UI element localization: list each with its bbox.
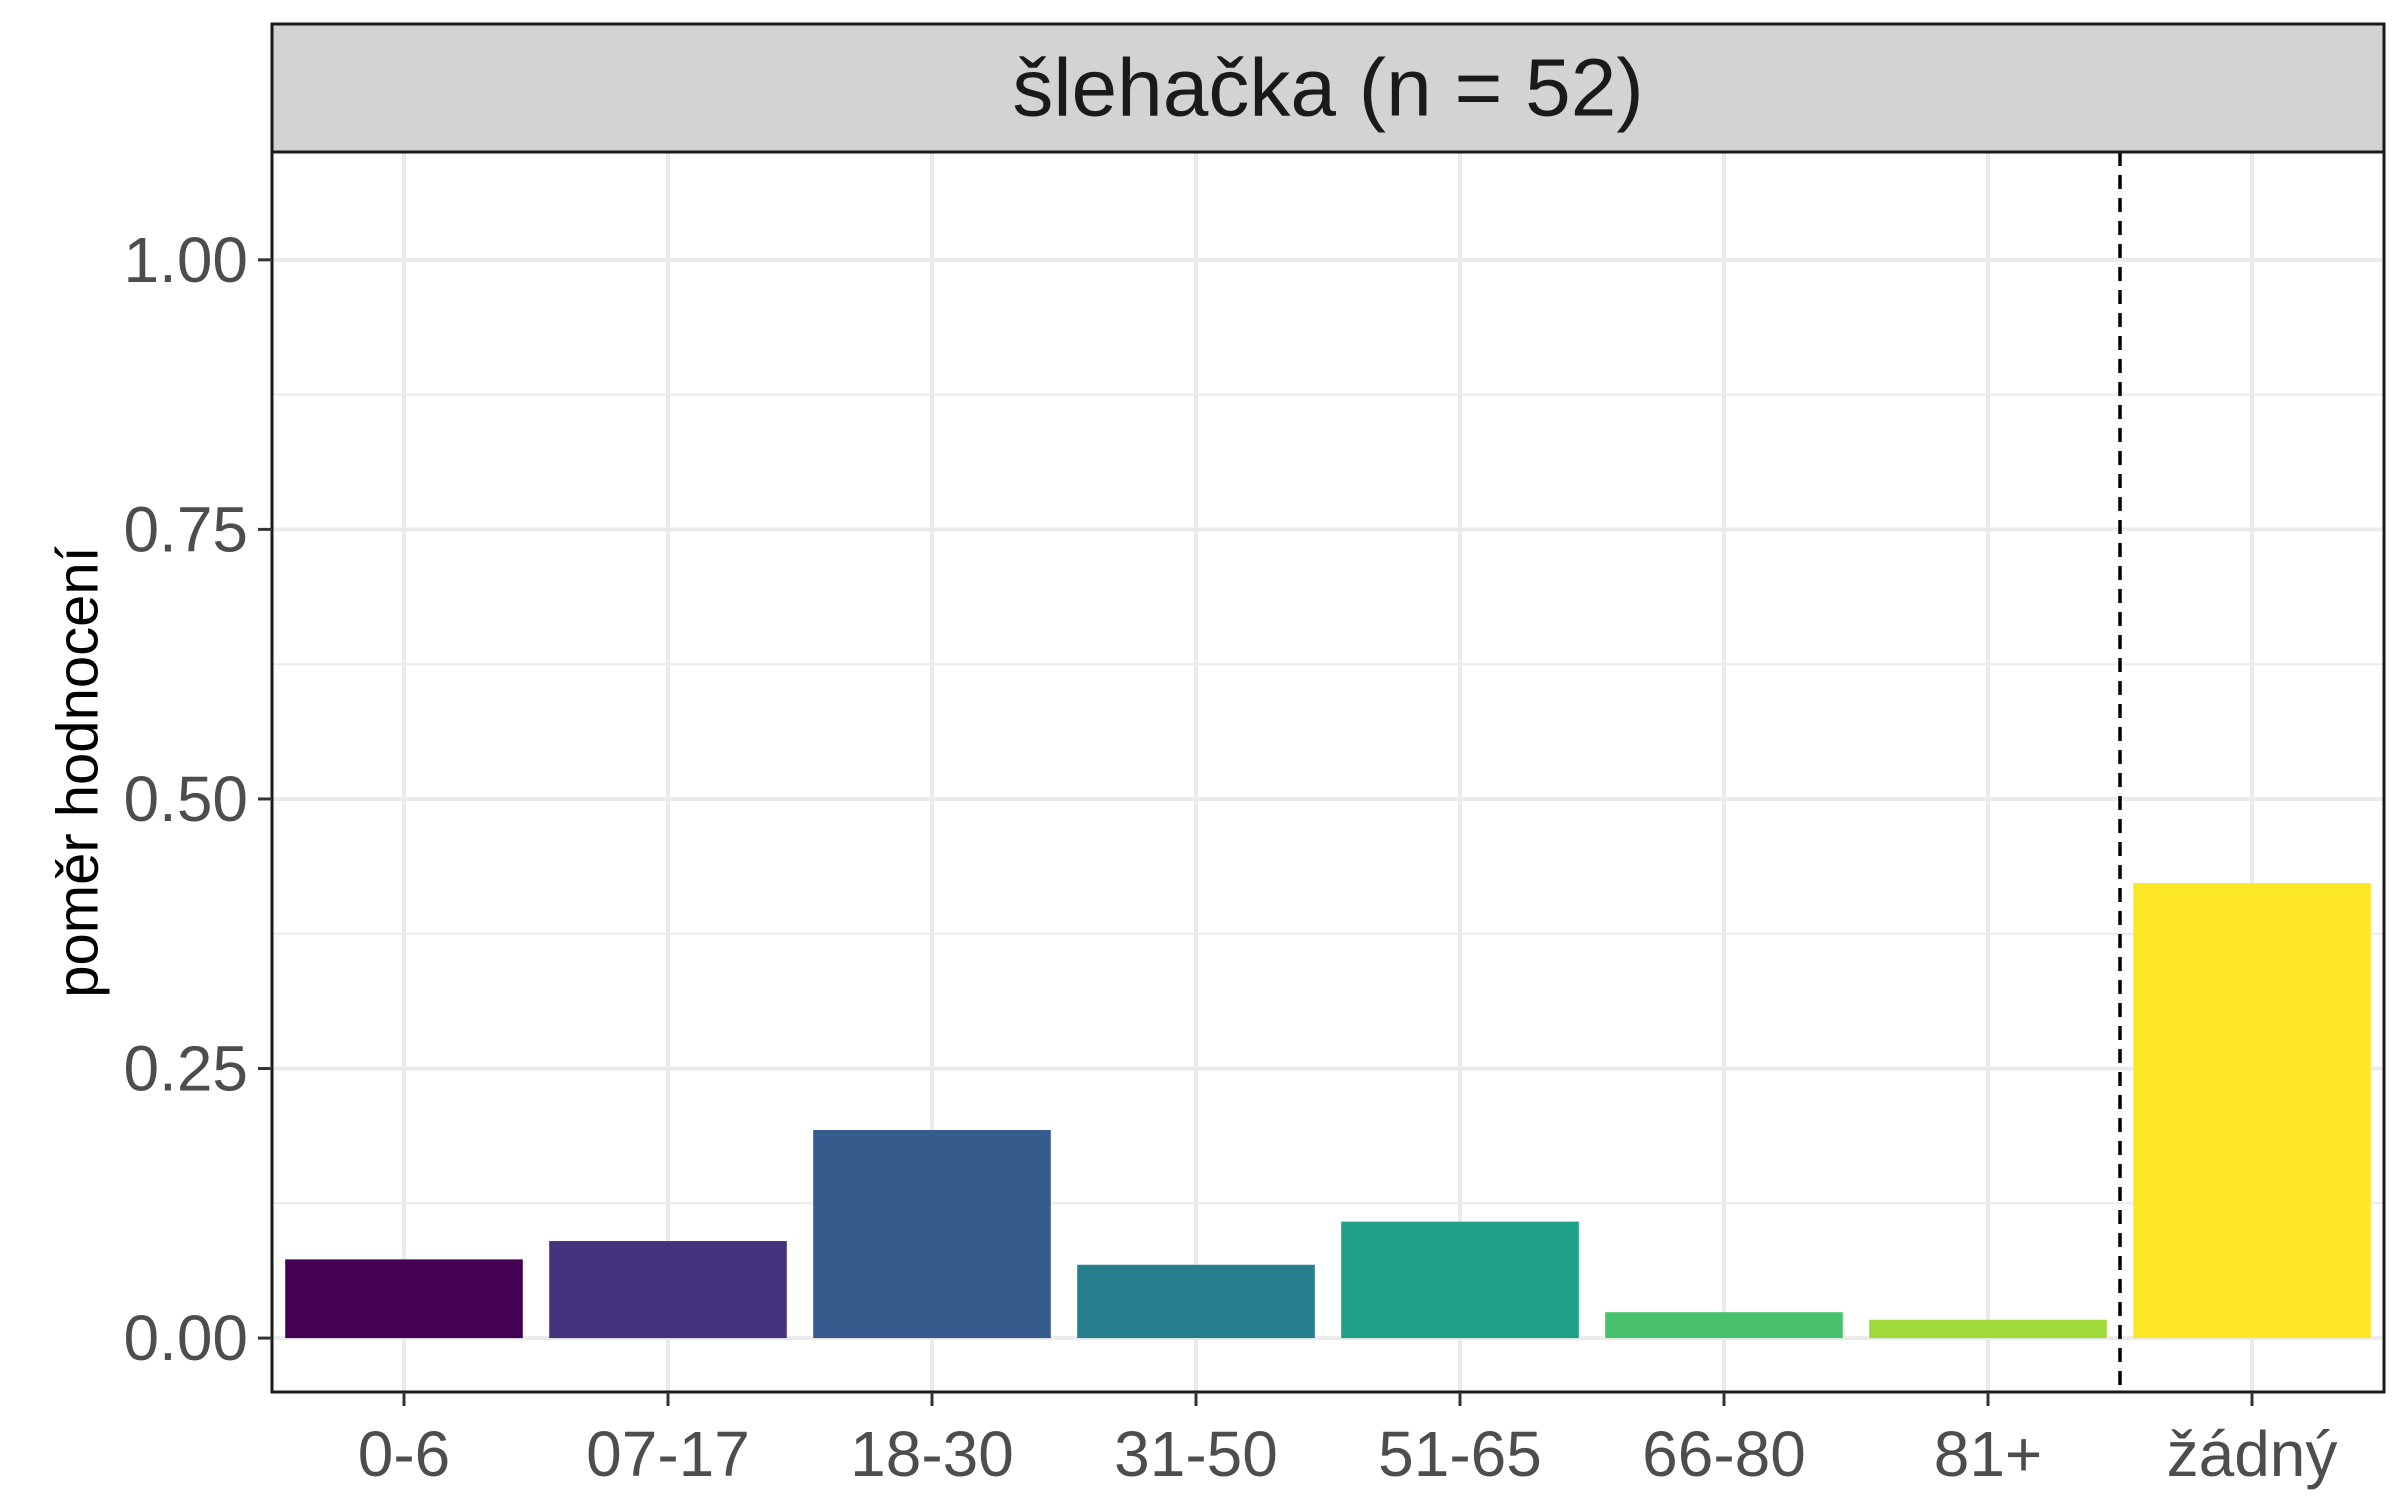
y-tick-label: 1.00 (123, 224, 248, 296)
x-tick-label: 66-80 (1642, 1418, 1806, 1490)
x-tick-label: 81+ (1934, 1418, 2043, 1490)
x-tick-label: žádný (2167, 1418, 2338, 1490)
bar-žádný (2133, 883, 2371, 1339)
x-tick-label: 31-50 (1114, 1418, 1278, 1490)
x-tick-label: 0-6 (358, 1418, 451, 1490)
bar-66-80 (1605, 1312, 1843, 1339)
grid-lines (272, 152, 2384, 1392)
bar-0-6 (285, 1259, 523, 1339)
chart-title: šlehačka (n = 52) (1012, 43, 1643, 134)
plot-panel (272, 152, 2384, 1392)
bars (285, 883, 2371, 1339)
y-axis-title: poměr hodnocení (46, 546, 111, 997)
y-axis: 0.00 0.25 0.50 0.75 1.00 (123, 224, 272, 1374)
facet-strip (270, 22, 2386, 154)
y-tick-label: 0.50 (123, 763, 248, 835)
bar-07-17 (549, 1241, 787, 1339)
bar-18-30 (813, 1129, 1051, 1339)
bar-81+ (1869, 1319, 2107, 1339)
x-axis: 0-6 07-17 18-30 31-50 51-65 66-80 81+ žádný (358, 1392, 2338, 1490)
y-tick-label: 0.00 (123, 1302, 248, 1374)
x-tick-label: 07-17 (586, 1418, 750, 1490)
x-tick-label: 51-65 (1378, 1418, 1542, 1490)
y-tick-label: 0.75 (123, 493, 248, 565)
bar-31-50 (1077, 1264, 1315, 1339)
plot-border (270, 150, 2386, 1394)
y-tick-label: 0.25 (123, 1033, 248, 1105)
x-tick-label: 18-30 (850, 1418, 1014, 1490)
bar-51-65 (1341, 1221, 1579, 1339)
